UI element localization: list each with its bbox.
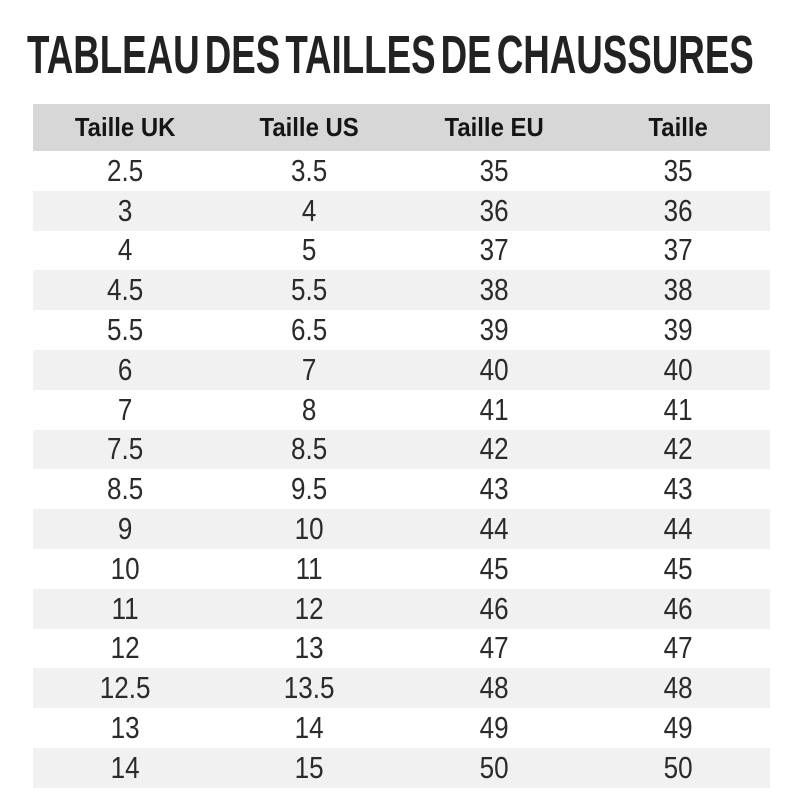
table-row: 12.5 13.5 48 48 bbox=[33, 668, 770, 709]
cell-eu: 40 bbox=[479, 351, 509, 387]
cell-taille: 50 bbox=[663, 749, 693, 785]
cell-uk: 9 bbox=[117, 511, 133, 547]
column-header-taille-uk: Taille UK bbox=[74, 112, 176, 142]
cell-eu: 38 bbox=[479, 272, 509, 308]
cell-eu: 45 bbox=[479, 550, 509, 586]
cell-uk: 8.5 bbox=[107, 471, 144, 507]
cell-eu: 36 bbox=[479, 192, 509, 228]
cell-uk: 4.5 bbox=[107, 272, 144, 308]
table-row: 5.5 6.5 39 39 bbox=[33, 310, 770, 350]
cell-us: 12 bbox=[294, 590, 324, 626]
cell-uk: 13 bbox=[110, 710, 140, 746]
cell-taille: 41 bbox=[663, 391, 693, 427]
cell-eu: 46 bbox=[479, 590, 509, 626]
cell-us: 9.5 bbox=[291, 471, 328, 507]
cell-uk: 6 bbox=[117, 351, 133, 387]
size-table: Taille UK Taille US Taille EU Taille 2.5… bbox=[33, 104, 770, 788]
cell-taille: 47 bbox=[663, 630, 693, 666]
table-row: 3 4 36 36 bbox=[33, 190, 770, 231]
table-row: 4 5 37 37 bbox=[33, 230, 770, 271]
cell-uk: 4 bbox=[117, 232, 133, 268]
cell-eu: 42 bbox=[479, 431, 509, 467]
cell-us: 10 bbox=[294, 511, 324, 547]
cell-taille: 46 bbox=[663, 590, 693, 626]
table-row: 7.5 8.5 42 42 bbox=[33, 429, 770, 470]
table-row: 10 11 45 45 bbox=[33, 548, 770, 589]
cell-taille: 48 bbox=[663, 670, 693, 706]
cell-uk: 12.5 bbox=[99, 670, 151, 706]
column-header-taille-us: Taille US bbox=[259, 112, 359, 142]
cell-uk: 14 bbox=[110, 749, 140, 785]
table-row: 9 10 44 44 bbox=[33, 509, 770, 549]
cell-us: 13 bbox=[294, 630, 324, 666]
cell-taille: 37 bbox=[663, 232, 693, 268]
cell-eu: 48 bbox=[479, 670, 509, 706]
cell-taille: 44 bbox=[663, 511, 693, 547]
table-header-row: Taille UK Taille US Taille EU Taille bbox=[33, 104, 770, 151]
table-row: 8.5 9.5 43 43 bbox=[33, 469, 770, 510]
cell-taille: 40 bbox=[663, 351, 693, 387]
page-title: TABLEAU DES TAILLES DE CHAUSSURES bbox=[27, 25, 754, 85]
table-row: 11 12 46 46 bbox=[33, 588, 770, 629]
cell-eu: 43 bbox=[479, 471, 509, 507]
cell-eu: 47 bbox=[479, 630, 509, 666]
cell-taille: 39 bbox=[663, 312, 693, 348]
cell-eu: 39 bbox=[479, 312, 509, 348]
cell-us: 5.5 bbox=[291, 272, 328, 308]
cell-eu: 49 bbox=[479, 710, 509, 746]
cell-us: 3.5 bbox=[291, 152, 328, 188]
cell-uk: 5.5 bbox=[107, 312, 144, 348]
column-header-taille-eu: Taille EU bbox=[443, 112, 544, 142]
cell-eu: 44 bbox=[479, 511, 509, 547]
cell-taille: 49 bbox=[663, 710, 693, 746]
cell-eu: 41 bbox=[479, 391, 509, 427]
cell-us: 6.5 bbox=[291, 312, 328, 348]
cell-uk: 12 bbox=[110, 630, 140, 666]
cell-taille: 45 bbox=[663, 550, 693, 586]
cell-us: 15 bbox=[294, 749, 324, 785]
table-row: 7 8 41 41 bbox=[33, 389, 770, 430]
cell-uk: 7.5 bbox=[107, 431, 144, 467]
cell-eu: 35 bbox=[479, 152, 509, 188]
cell-us: 7 bbox=[302, 351, 317, 387]
cell-us: 5 bbox=[302, 232, 317, 268]
cell-eu: 50 bbox=[479, 749, 509, 785]
cell-uk: 10 bbox=[110, 550, 140, 586]
cell-uk: 7 bbox=[117, 391, 133, 427]
table-row: 6 7 40 40 bbox=[33, 349, 770, 390]
table-row: 2.5 3.5 35 35 bbox=[33, 151, 770, 191]
cell-us: 8 bbox=[302, 391, 317, 427]
table-row: 12 13 47 47 bbox=[33, 628, 770, 669]
table-row: 14 15 50 50 bbox=[33, 747, 770, 788]
cell-us: 13.5 bbox=[284, 670, 335, 706]
cell-eu: 37 bbox=[479, 232, 509, 268]
column-header-taille: Taille bbox=[648, 112, 708, 142]
cell-uk: 2.5 bbox=[107, 152, 144, 188]
cell-uk: 3 bbox=[117, 192, 133, 228]
table-row: 13 14 49 49 bbox=[33, 708, 770, 748]
cell-us: 8.5 bbox=[291, 431, 328, 467]
cell-taille: 38 bbox=[663, 272, 693, 308]
cell-us: 11 bbox=[295, 550, 323, 586]
cell-us: 14 bbox=[294, 710, 324, 746]
cell-taille: 42 bbox=[663, 431, 693, 467]
cell-taille: 36 bbox=[663, 192, 693, 228]
cell-taille: 43 bbox=[663, 471, 693, 507]
table-row: 4.5 5.5 38 38 bbox=[33, 270, 770, 311]
cell-us: 4 bbox=[302, 192, 317, 228]
cell-taille: 35 bbox=[663, 152, 693, 188]
cell-uk: 11 bbox=[111, 590, 139, 626]
